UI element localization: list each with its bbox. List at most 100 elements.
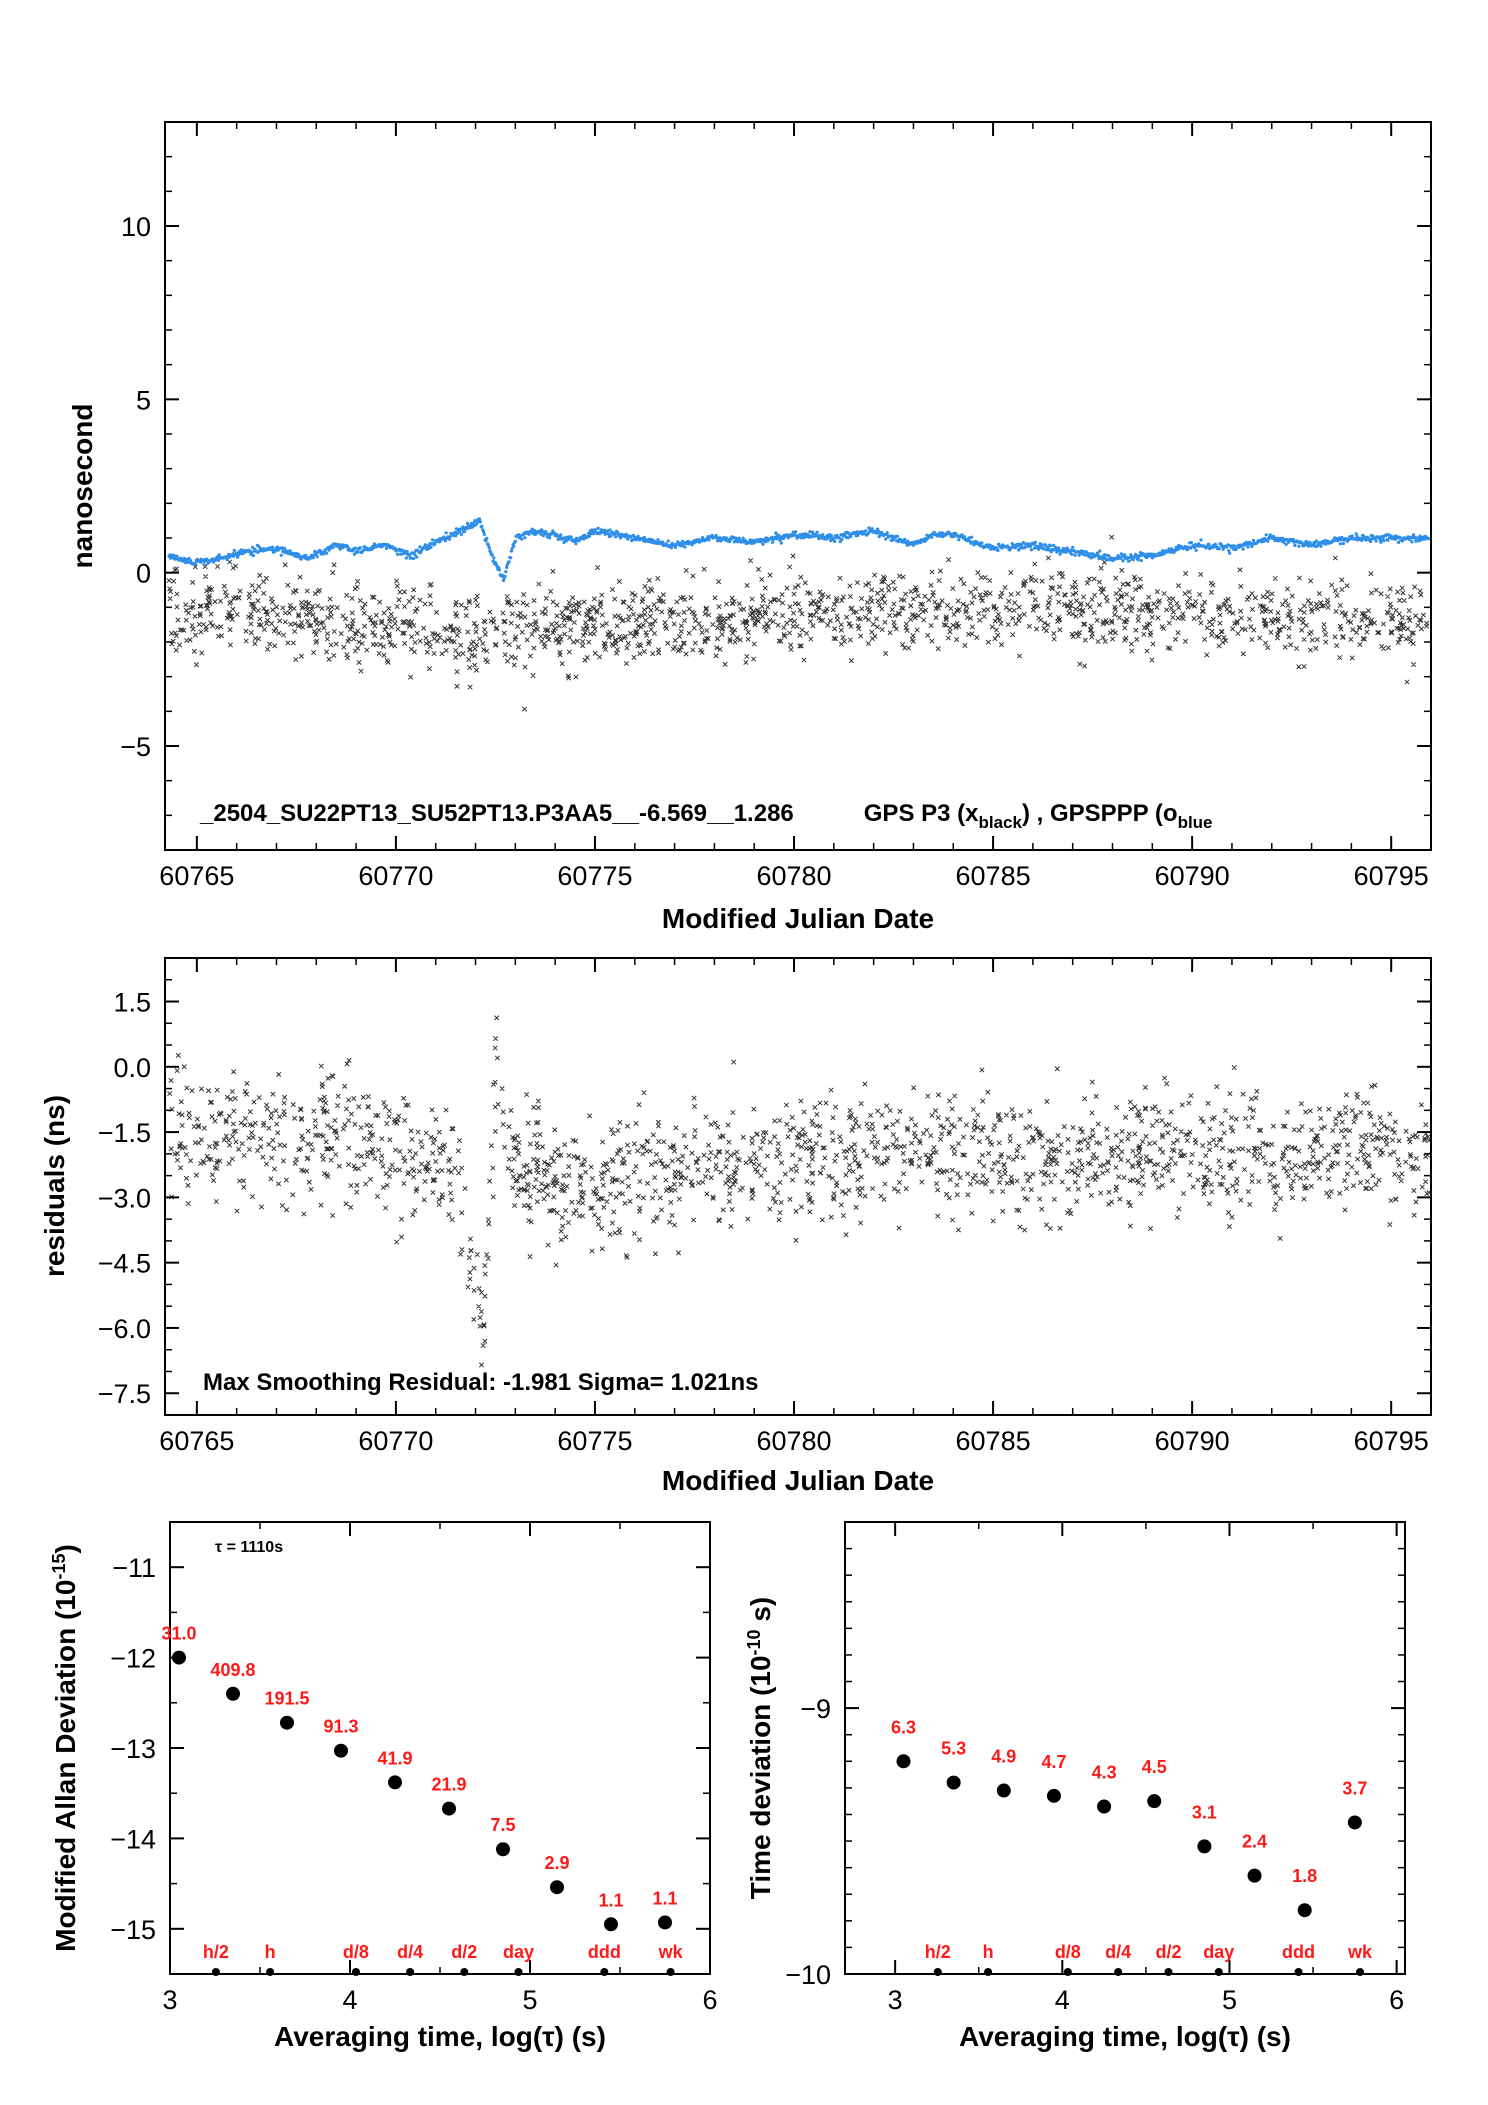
tdev-marker-label: day [1203, 1942, 1234, 1962]
mdev-plot-frame [169, 1521, 711, 1975]
mdev-point-label: 7.5 [490, 1815, 515, 1835]
mdev-marker-label: d/4 [397, 1942, 423, 1962]
x-tick-label: 5 [522, 1985, 537, 2015]
x-tick-label: 60780 [756, 1426, 831, 1456]
tdev-point-label: 3.7 [1342, 1778, 1367, 1798]
x-tick-label: 60770 [358, 861, 433, 891]
y-tick-label: 5 [136, 385, 151, 415]
tdev-marker-dot [1063, 1968, 1072, 1976]
tdev-marker-dot [984, 1968, 993, 1976]
x-tick-label: 60775 [557, 861, 632, 891]
offset-panel: 60765 60770 60775 60780 60785 60790 60795 −5 0 5 1… [67, 121, 1432, 934]
tdev-point-label: 4.5 [1142, 1757, 1167, 1777]
offset-annotation: _2504_SU22PT13_SU52PT13.P3AA5__-6.569__1… [199, 800, 794, 827]
y-tick-label: −6.0 [98, 1314, 151, 1344]
tdev-panel: 3 4 5 6 −9 −10 6.3 5.3 4.9 4.7 4.3 4.5 3.1 2.4 1.8 3.7… [744, 1521, 1406, 2052]
mdev-marker-label: wk [658, 1942, 684, 1962]
gpsppp-points [167, 517, 1431, 583]
tdev-marker-dot [1294, 1968, 1303, 1976]
mdev-tau-note: τ = 1110s [215, 1539, 283, 1556]
y-tick-label: −5 [120, 732, 151, 762]
y-tick-label: −3.0 [98, 1183, 151, 1213]
x-tick-label: 4 [1055, 1985, 1070, 2015]
mdev-point [172, 1650, 186, 1665]
x-tick-label: 60790 [1155, 861, 1230, 891]
x-tick-label: 3 [162, 1985, 177, 2015]
tdev-point-label: 2.4 [1242, 1832, 1267, 1852]
offset-annotation-box: _2504_SU22PT13_SU52PT13.P3AA5__-6.569__1… [199, 800, 1213, 832]
tdev-marker-label: d/8 [1055, 1942, 1081, 1962]
tdev-plot-frame [844, 1521, 1406, 1975]
mdev-x-axis-label: Averaging time, log(τ) (s) [274, 2021, 606, 2052]
tdev-point [1097, 1799, 1112, 1814]
offset-legend-sub-black: black [978, 813, 1022, 832]
tdev-point-label: 1.8 [1292, 1866, 1317, 1886]
residuals-panel: 60765 60770 60775 60780 60785 60790 60795 1.5 0.… [39, 957, 1432, 1496]
mdev-point-label: 191.5 [264, 1689, 309, 1709]
residuals-ticks: 60765 60770 60775 60780 60785 60790 60795 1.5 0.… [98, 957, 1432, 1456]
mdev-marker-dot [514, 1968, 523, 1976]
mdev-point-label: 21.9 [431, 1775, 466, 1795]
x-tick-label: 6 [702, 1985, 717, 2015]
y-tick-label: 10 [121, 212, 151, 242]
y-tick-label: −13 [110, 1734, 156, 1764]
tdev-marker-dot [1214, 1968, 1223, 1976]
tdev-marker-label: d/4 [1105, 1942, 1131, 1962]
x-tick-label: 60765 [159, 861, 234, 891]
offset-ticks: 60765 60770 60775 60780 60785 60790 60795 −5 0 5 1… [120, 121, 1432, 891]
x-tick-label: 3 [888, 1985, 903, 2015]
mdev-marker-dot [666, 1968, 675, 1976]
mdev-marker-dot [406, 1968, 415, 1976]
x-tick-label: 60795 [1354, 1426, 1429, 1456]
mdev-marker-label: d/8 [343, 1942, 369, 1962]
y-tick-label: −14 [110, 1824, 156, 1854]
tdev-marker-dot [1356, 1968, 1365, 1976]
mdev-point-label: 91.3 [323, 1717, 358, 1737]
offset-y-axis-label: nanosecond [67, 404, 98, 569]
tdev-point [1297, 1903, 1312, 1918]
mdev-marker-dot [460, 1968, 469, 1976]
mdev-ticks: 3 4 5 6 −11 −12 −13 −14 −15 [110, 1521, 718, 2015]
residuals-plot-frame [164, 957, 1432, 1416]
y-tick-label: −12 [110, 1644, 156, 1674]
tdev-y-axis-label-sup: -10 [744, 1629, 764, 1655]
mdev-marker-dot [600, 1968, 609, 1976]
residuals-y-axis-label: residuals (ns) [39, 1095, 70, 1277]
tdev-point-label: 4.7 [1041, 1752, 1066, 1772]
tdev-point [996, 1783, 1011, 1798]
x-tick-label: 60795 [1354, 861, 1429, 891]
mdev-point [280, 1715, 294, 1730]
y-tick-label: −10 [785, 1960, 831, 1990]
x-tick-label: 60770 [358, 1426, 433, 1456]
x-tick-label: 5 [1222, 1985, 1237, 2015]
tdev-point [1147, 1794, 1162, 1809]
y-tick-label: −4.5 [98, 1249, 151, 1279]
tdev-point-label: 5.3 [941, 1739, 966, 1759]
mdev-point [604, 1917, 618, 1932]
mdev-y-axis-label: Modified Allan Deviation (10-15) [49, 1544, 81, 1952]
tdev-y-axis-label: Time deviation (10-10 s) [744, 1597, 776, 1900]
x-tick-label: 60780 [756, 861, 831, 891]
mdev-y-axis-label-sup: -15 [49, 1553, 69, 1579]
mdev-point [334, 1743, 348, 1758]
gps-p3-points [166, 534, 1430, 712]
tdev-marks: 6.3 5.3 4.9 4.7 4.3 4.5 3.1 2.4 1.8 3.7 h/2 h d/8 d/4… [891, 1717, 1373, 1976]
mdev-marker-label: d/2 [451, 1942, 477, 1962]
tdev-marker-label: h [983, 1942, 994, 1962]
mdev-point-label: 2.9 [544, 1853, 569, 1873]
offset-legend-sub-blue: blue [1178, 813, 1213, 832]
residuals-x-axis-label: Modified Julian Date [662, 1465, 934, 1496]
x-tick-label: 60765 [159, 1426, 234, 1456]
y-tick-label: −15 [110, 1915, 156, 1945]
tdev-point [896, 1754, 911, 1769]
residual-points [167, 1015, 1432, 1368]
mdev-point [226, 1686, 240, 1701]
tdev-y-axis-label-text: Time deviation (10 [745, 1655, 776, 1899]
mdev-point-label: 41.9 [377, 1748, 412, 1768]
residuals-marks [167, 1015, 1432, 1368]
mdev-point-label: 1.1 [598, 1890, 623, 1910]
tdev-marker-label: d/2 [1155, 1942, 1181, 1962]
x-tick-label: 6 [1389, 1985, 1404, 2015]
tdev-point-label: 4.9 [991, 1747, 1016, 1767]
tdev-point [1197, 1839, 1212, 1854]
